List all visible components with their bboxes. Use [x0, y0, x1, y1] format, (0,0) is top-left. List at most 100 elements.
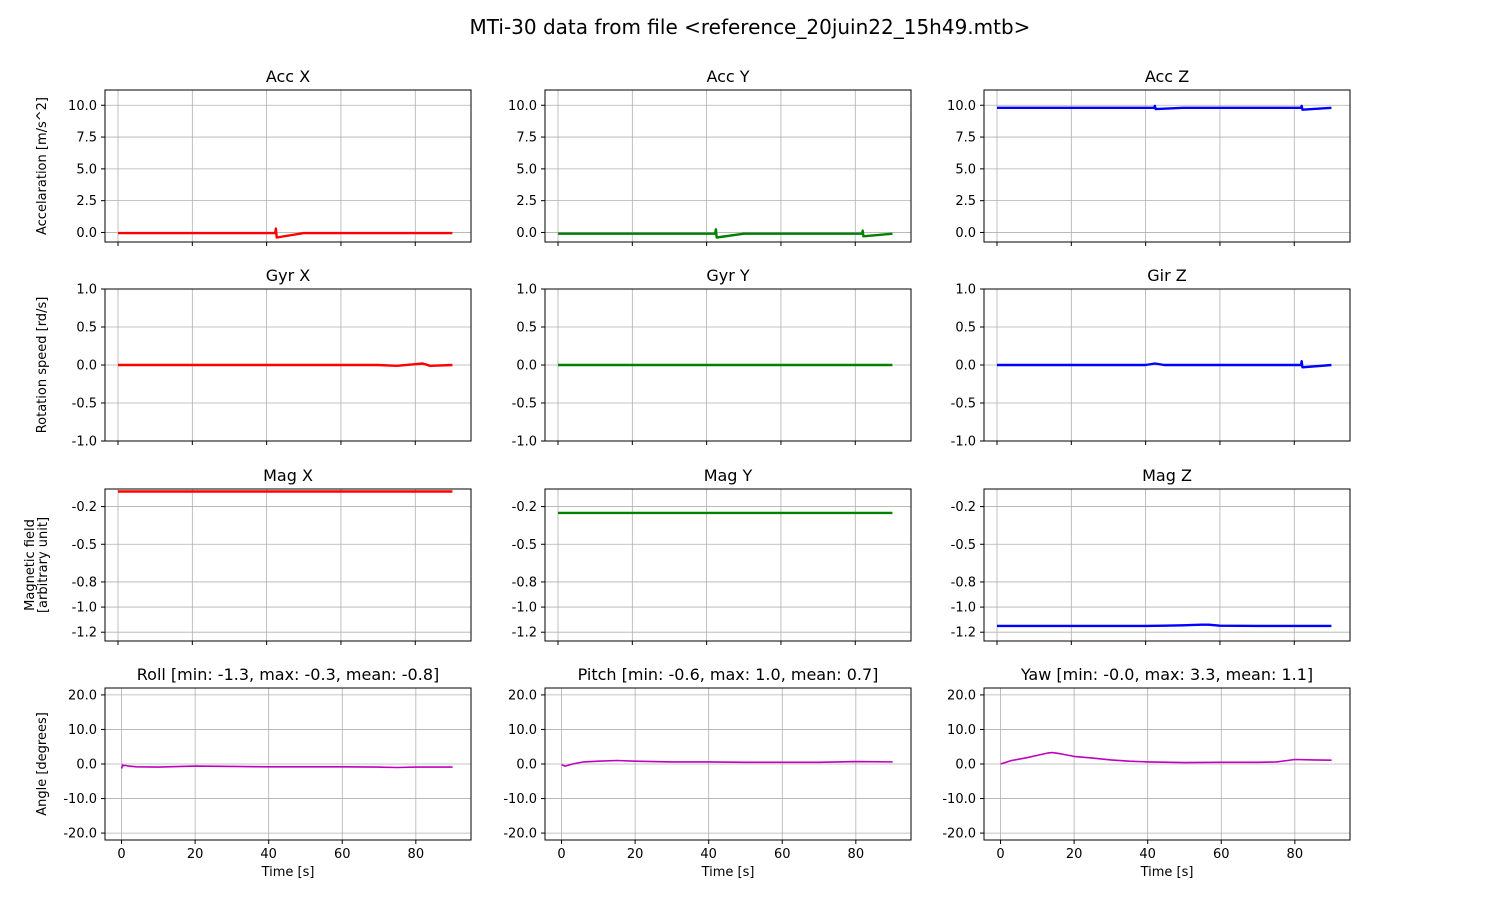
axes-frame	[104, 89, 472, 243]
series-line	[997, 623, 1332, 628]
y-tick-label: -0.5	[72, 538, 97, 553]
series-line	[997, 104, 1332, 111]
subplot-title: Gyr Y	[706, 266, 750, 285]
y-axis-label-line: Magnetic field	[23, 519, 38, 611]
y-tick-label: 10.0	[947, 723, 976, 738]
x-tick-label: 20	[627, 847, 644, 862]
y-tick-label: -0.5	[72, 397, 97, 412]
y-axis-label-line: [arbitrary unit]	[36, 517, 51, 613]
y-tick-label: 10.0	[508, 99, 537, 114]
y-tick-label: -0.5	[512, 397, 537, 412]
y-axis-label: Magnetic field[arbitrary unit]	[23, 517, 51, 613]
y-tick-label: -1.0	[512, 435, 537, 450]
x-tick-label: 80	[1287, 847, 1304, 862]
y-tick-label: -20.0	[503, 827, 537, 842]
x-tick-label: 40	[700, 847, 717, 862]
x-tick-label: 40	[1139, 847, 1156, 862]
y-tick-label: -20.0	[942, 827, 976, 842]
axes-frame	[983, 89, 1351, 243]
subplot-title: Acc X	[266, 67, 310, 86]
subplot-panel: 0 20 40 60 80 -20.0 -10.0 0.0 10.0 20.0 Pitch [min…	[503, 665, 912, 880]
x-axis-label: Time [s]	[701, 865, 755, 880]
subplot-title: Gir Z	[1147, 266, 1187, 285]
y-tick-label: 5.0	[516, 162, 537, 177]
subplot-panel: -1.2 -1.0 -0.8 -0.5 -0.2 Mag Y	[512, 466, 912, 645]
series-line	[558, 228, 893, 239]
x-tick-label: 60	[334, 847, 351, 862]
subplot-title: Gyr X	[266, 266, 311, 285]
series-line	[120, 764, 453, 769]
subplot-title: Acc Z	[1145, 67, 1189, 86]
y-axis-label: Rotation speed [rd/s]	[35, 297, 50, 434]
subplot-panel: -1.0 -0.5 0.0 0.5 1.0 Gir Z	[951, 266, 1351, 450]
y-tick-label: -0.2	[72, 500, 97, 515]
y-tick-label: 10.0	[68, 99, 97, 114]
y-tick-label: 0.0	[516, 758, 537, 773]
y-tick-label: -1.2	[72, 626, 97, 641]
y-tick-label: 2.5	[955, 194, 976, 209]
y-tick-label: -1.0	[72, 601, 97, 616]
y-tick-label: 2.5	[76, 194, 97, 209]
y-tick-label: 0.0	[76, 758, 97, 773]
y-tick-label: 10.0	[508, 723, 537, 738]
y-tick-label: -1.2	[951, 626, 976, 641]
subplot-title: Mag Z	[1142, 466, 1192, 485]
y-tick-label: 2.5	[516, 194, 537, 209]
x-tick-label: 0	[117, 847, 125, 862]
series-line	[1000, 751, 1332, 765]
y-tick-label: 1.0	[516, 283, 537, 298]
y-tick-label: -0.8	[512, 575, 537, 590]
y-tick-label: 20.0	[508, 688, 537, 703]
y-tick-label: -0.5	[951, 397, 976, 412]
y-tick-label: -10.0	[942, 792, 976, 807]
subplot-panel: 0.0 2.5 5.0 7.5 10.0 Acc Y	[508, 67, 912, 246]
y-tick-label: -0.8	[72, 575, 97, 590]
y-tick-label: -1.0	[512, 601, 537, 616]
y-tick-label: 20.0	[947, 688, 976, 703]
y-tick-label: 5.0	[955, 162, 976, 177]
series-line	[561, 759, 893, 767]
y-tick-label: 20.0	[68, 688, 97, 703]
subplot-title: Mag X	[263, 466, 313, 485]
y-axis-label-line: Accelaration [m/s^2]	[35, 97, 50, 235]
y-tick-label: 0.0	[955, 226, 976, 241]
x-tick-label: 20	[187, 847, 204, 862]
y-tick-label: -0.2	[512, 500, 537, 515]
x-tick-label: 0	[557, 847, 565, 862]
y-tick-label: 5.0	[76, 162, 97, 177]
x-tick-label: 60	[1213, 847, 1230, 862]
figure-title: MTi-30 data from file <reference_20juin2…	[470, 15, 1031, 39]
subplot-title: Roll [min: -1.3, max: -0.3, mean: -0.8]	[137, 665, 439, 684]
y-tick-label: 0.5	[76, 321, 97, 336]
y-tick-label: 10.0	[68, 723, 97, 738]
y-tick-label: 0.0	[76, 226, 97, 241]
y-axis-label: Angle [degrees]	[35, 712, 50, 816]
x-tick-label: 0	[996, 847, 1004, 862]
subplot-panel: -1.0 -0.5 0.0 0.5 1.0 Gyr X Rotation speed [rd…	[35, 266, 472, 450]
y-tick-label: -1.0	[72, 435, 97, 450]
axes-frame	[104, 488, 472, 642]
y-tick-label: -0.5	[512, 538, 537, 553]
y-tick-label: 0.0	[955, 758, 976, 773]
y-tick-label: -20.0	[63, 827, 97, 842]
subplot-panel: 0.0 2.5 5.0 7.5 10.0 Acc X Accelaration [m/s^2…	[35, 67, 472, 246]
subplot-title: Yaw [min: -0.0, max: 3.3, mean: 1.1]	[1020, 665, 1313, 684]
y-tick-label: -10.0	[503, 792, 537, 807]
subplot-title: Acc Y	[706, 67, 749, 86]
x-tick-label: 80	[848, 847, 865, 862]
y-axis-label: Accelaration [m/s^2]	[35, 97, 50, 235]
y-tick-label: 0.5	[955, 321, 976, 336]
subplot-title: Mag Y	[704, 466, 753, 485]
y-tick-label: -1.0	[951, 601, 976, 616]
x-tick-label: 60	[774, 847, 791, 862]
y-tick-label: 0.0	[516, 359, 537, 374]
subplot-panel: -1.2 -1.0 -0.8 -0.5 -0.2 Mag X Magnetic field[…	[23, 466, 472, 645]
y-tick-label: 0.0	[76, 359, 97, 374]
subplot-panel: -1.2 -1.0 -0.8 -0.5 -0.2 Mag Z	[951, 466, 1351, 645]
y-tick-label: -0.8	[951, 575, 976, 590]
y-tick-label: -0.5	[951, 538, 976, 553]
subplot-panel: -1.0 -0.5 0.0 0.5 1.0 Gyr Y	[512, 266, 912, 450]
axes-frame	[544, 89, 912, 243]
y-tick-label: 10.0	[947, 99, 976, 114]
y-tick-label: -10.0	[63, 792, 97, 807]
